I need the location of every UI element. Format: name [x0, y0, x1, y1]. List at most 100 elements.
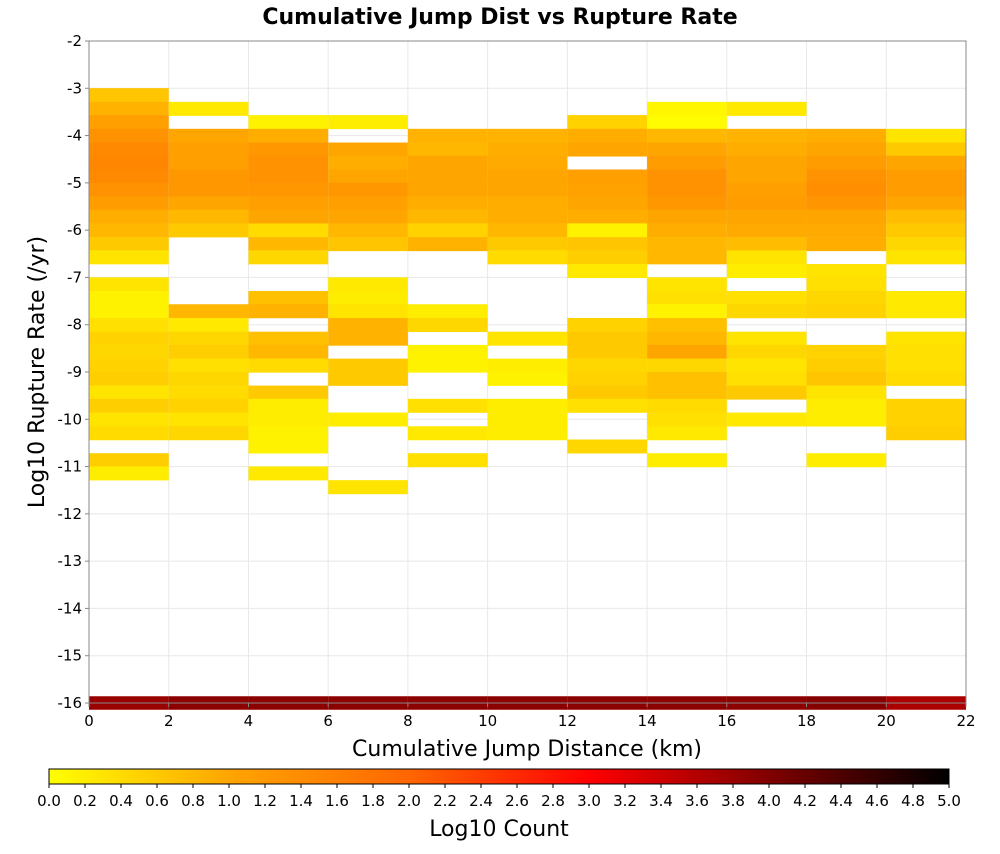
- heatmap-cell: [328, 358, 408, 373]
- heatmap-cell: [168, 169, 249, 184]
- heatmap-cell: [886, 412, 966, 427]
- heatmap-cell: [168, 317, 249, 332]
- heatmap-cell: [647, 317, 727, 332]
- heatmap-cell: [407, 169, 488, 184]
- heatmap-cell: [726, 169, 807, 184]
- heatmap-cell: [407, 223, 488, 238]
- heatmap-cell: [567, 209, 648, 224]
- heatmap-cell: [726, 209, 807, 224]
- y-axis-label: Log10 Rupture Rate (/yr): [25, 236, 50, 508]
- heatmap-cell: [886, 398, 966, 413]
- heatmap-cell: [407, 453, 488, 468]
- heatmap-cell: [168, 128, 249, 143]
- heatmap-cell: [248, 142, 329, 157]
- heatmap-cell: [89, 385, 169, 400]
- heatmap-cell: [567, 331, 648, 346]
- heatmap-cell: [89, 304, 169, 319]
- y-tick-label: -9: [67, 363, 82, 381]
- colorbar-label: Log10 Count: [429, 817, 569, 842]
- heatmap-cell: [726, 196, 807, 211]
- y-tick-label: -5: [67, 174, 82, 192]
- colorbar-tick-label: 4.8: [901, 792, 925, 810]
- heatmap-cell: [328, 182, 408, 197]
- heatmap-cell: [647, 398, 727, 413]
- heatmap-cell: [726, 344, 807, 359]
- heatmap-cell: [328, 480, 408, 495]
- heatmap-cell: [726, 155, 807, 170]
- heatmap-cell: [647, 277, 727, 292]
- heatmap-cell: [168, 344, 249, 359]
- heatmap-cell: [89, 358, 169, 373]
- y-tick-label: -4: [67, 127, 82, 145]
- heatmap-cell: [806, 237, 887, 252]
- heatmap-cell: [168, 155, 249, 170]
- heatmap-cell: [647, 142, 727, 157]
- x-tick-label: 6: [323, 712, 333, 730]
- heatmap-cell: [407, 317, 488, 332]
- heatmap-cell: [886, 426, 966, 441]
- heatmap-cell: [89, 142, 169, 157]
- heatmap-cell: [248, 344, 329, 359]
- heatmap-cell: [567, 439, 648, 454]
- heatmap-cell: [886, 169, 966, 184]
- heatmap-cell: [89, 344, 169, 359]
- heatmap-cell: [726, 291, 807, 306]
- heatmap-cell: [886, 358, 966, 373]
- heatmap-cell: [806, 169, 887, 184]
- heatmap-cell: [647, 155, 727, 170]
- colorbar-tick-label: 2.0: [397, 792, 421, 810]
- heatmap-cell: [567, 250, 648, 265]
- heatmap-cell: [647, 385, 727, 400]
- heatmap-cell: [487, 426, 568, 441]
- heatmap-cell: [328, 277, 408, 292]
- heatmap-cell: [89, 466, 169, 481]
- heatmap-cell: [726, 142, 807, 157]
- heatmap-cell: [407, 426, 488, 441]
- heatmap-cell: [487, 371, 568, 386]
- colorbar-tick-label: 4.4: [829, 792, 853, 810]
- heatmap-cell: [567, 385, 648, 400]
- heatmap-cell: [647, 115, 727, 130]
- heatmap-cell: [248, 304, 329, 319]
- heatmap-cell: [248, 209, 329, 224]
- heatmap-cell: [328, 304, 408, 319]
- heatmap-cell: [407, 142, 488, 157]
- heatmap-cell: [328, 142, 408, 157]
- heatmap-cell: [567, 317, 648, 332]
- heatmap-cell: [248, 237, 329, 252]
- heatmap-cell: [407, 358, 488, 373]
- heatmap-cell: [328, 196, 408, 211]
- colorbar-tick-label: 3.0: [577, 792, 601, 810]
- heatmap-cell: [886, 291, 966, 306]
- heatmap-cell: [567, 169, 648, 184]
- heatmap-cell: [407, 209, 488, 224]
- heatmap-cell: [886, 155, 966, 170]
- heatmap-cell: [248, 358, 329, 373]
- heatmap-cell: [168, 385, 249, 400]
- heatmap-cell: [248, 291, 329, 306]
- y-tick-label: -12: [58, 505, 83, 523]
- heatmap-cell: [328, 115, 408, 130]
- colorbar-tick-label: 0.6: [145, 792, 169, 810]
- heatmap-cell: [248, 426, 329, 441]
- heatmap-cell: [328, 412, 408, 427]
- heatmap-cell: [407, 237, 488, 252]
- heatmap-cell: [407, 128, 488, 143]
- heatmap-cell: [647, 358, 727, 373]
- heatmap-cell: [328, 223, 408, 238]
- heatmap-cell: [248, 398, 329, 413]
- heatmap-cell: [647, 223, 727, 238]
- heatmap-cell: [567, 264, 648, 279]
- heatmap-cell: [407, 155, 488, 170]
- heatmap-cell: [647, 128, 727, 143]
- x-axis-ticks: 0 2 4 6 8 10 12 14 16 18 20 22: [84, 703, 976, 730]
- heatmap-cell: [726, 250, 807, 265]
- heatmap-cells: [89, 88, 966, 710]
- x-axis-label: Cumulative Jump Distance (km): [352, 737, 702, 762]
- heatmap-cell: [647, 453, 727, 468]
- y-tick-label: -10: [58, 410, 83, 428]
- y-tick-label: -6: [67, 221, 82, 239]
- colorbar-tick-label: 3.2: [613, 792, 637, 810]
- heatmap-cell: [89, 196, 169, 211]
